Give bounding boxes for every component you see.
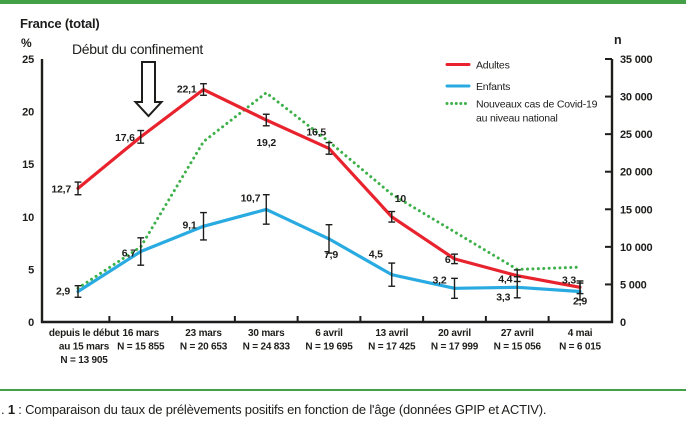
legend-item-nouveaux-cas-de-covid-19-au-niveau-national: Nouveaux cas de Covid-19 au niveau nation…	[445, 99, 598, 125]
down-arrow-icon	[133, 61, 164, 118]
figure-caption: . 1 : Comparaison du taux de prélèvement…	[1, 402, 681, 417]
left-tick-label: 15	[22, 159, 34, 171]
chart-title: France (total)	[20, 16, 100, 31]
value-label: 9,1	[183, 219, 197, 231]
x-category-label: N = 15 056	[494, 342, 542, 353]
value-label: 2,9	[56, 285, 70, 297]
value-label: 2,9	[573, 295, 587, 307]
value-label: 12,7	[51, 183, 71, 195]
x-category-label: 23 mars	[185, 328, 222, 339]
x-category-label: N = 17 999	[431, 342, 479, 353]
legend-label: Nouveaux cas de Covid-19	[476, 99, 598, 111]
value-label: 22,1	[177, 84, 197, 96]
value-label: 4,4	[498, 274, 512, 286]
left-tick-label: 0	[28, 317, 34, 329]
line-nouveaux-cas-de-covid-19-au-niveau-national	[76, 91, 582, 290]
legend-item-adultes: Adultes	[445, 60, 510, 72]
x-category-label: 4 mai	[568, 328, 593, 339]
x-category-label: 13 avril	[375, 328, 408, 339]
right-axis-ticks: 35 000 30 000 25 000 20 000 15 000 10 000 5 00…	[605, 54, 653, 329]
x-category-label: N = 15 855	[117, 342, 165, 353]
value-label: 10,7	[241, 192, 261, 204]
right-tick-label: 30 000	[620, 92, 653, 104]
caption-number: 1	[7, 402, 15, 417]
value-label: 6	[445, 254, 451, 266]
legend-label: au niveau national	[476, 113, 558, 125]
left-tick-label: 10	[22, 212, 34, 224]
right-tick-label: 0	[620, 317, 626, 329]
figure-bottom-border	[0, 389, 686, 391]
right-tick-label: 25 000	[620, 129, 653, 141]
legend-label: Adultes	[476, 60, 510, 72]
x-category-label: N = 24 833	[243, 342, 291, 353]
axis-frame	[40, 59, 614, 324]
x-category-label: 20 avril	[438, 328, 471, 339]
x-category-label: 27 avril	[501, 328, 534, 339]
value-labels-enfants: 2,9 6,7 9,1 10,7 7,9 4,5 3,2 3,3 2,9	[56, 192, 588, 307]
value-label: 3,3	[562, 274, 576, 286]
value-label: 3,3	[496, 291, 510, 303]
x-category-label: N = 20 653	[180, 342, 228, 353]
x-category-label: 30 mars	[248, 328, 285, 339]
value-label: 17,6	[115, 132, 135, 144]
value-label: 10	[395, 193, 407, 205]
annotation: Début du confinement	[72, 41, 204, 118]
left-tick-label: 5	[28, 264, 34, 276]
value-labels-adultes: 12,7 17,6 22,1 19,2 16,5 10 6 4,4 3,3	[51, 84, 576, 287]
x-category-label: au 15 mars	[59, 342, 110, 353]
value-label: 7,9	[324, 249, 338, 261]
right-tick-label: 35 000	[620, 54, 653, 66]
value-label: 6,7	[122, 248, 136, 260]
right-tick-label: 15 000	[620, 204, 653, 216]
value-label: 19,2	[256, 137, 276, 149]
x-category-label: 6 avril	[315, 328, 343, 339]
caption-lead: .	[1, 402, 8, 417]
axes: % n	[21, 33, 622, 324]
left-tick-label: 20	[22, 107, 34, 119]
x-category-label: N = 17 425	[368, 342, 416, 353]
legend: Adultes Enfants Nouveaux cas de Covid-19 au…	[445, 60, 598, 125]
x-category-label: N = 13 905	[60, 355, 108, 366]
x-category-label: 16 mars	[123, 328, 160, 339]
caption-text: : Comparaison du taux de prélèvements po…	[14, 402, 547, 417]
left-axis-ticks: 25 20 15 10 5 0	[22, 54, 34, 329]
series-nouveaux-cas-de-covid-19-au-niveau-national	[76, 91, 582, 290]
value-label: 4,5	[369, 249, 383, 261]
right-tick-label: 5 000	[620, 279, 647, 291]
x-category-label: N = 19 695	[305, 342, 353, 353]
x-axis-labels: depuis le début au 15 mars N = 13 905 16 ma…	[49, 316, 602, 366]
error-bars-adultes	[74, 83, 584, 295]
legend-label: Enfants	[476, 81, 510, 93]
annotation-text: Début du confinement	[72, 41, 203, 57]
left-axis-unit: %	[21, 36, 32, 50]
legend-item-enfants: Enfants	[445, 81, 510, 93]
figure-top-border	[0, 0, 686, 4]
error-bars-enfants	[74, 194, 584, 301]
left-tick-label: 25	[22, 54, 34, 66]
right-tick-label: 10 000	[620, 242, 653, 254]
value-label: 3,2	[433, 274, 447, 286]
right-tick-label: 20 000	[620, 167, 653, 179]
x-category-label: N = 6 015	[559, 342, 601, 353]
value-label: 16,5	[306, 126, 326, 138]
right-axis-unit: n	[614, 33, 621, 47]
x-category-label: depuis le début	[49, 328, 120, 339]
